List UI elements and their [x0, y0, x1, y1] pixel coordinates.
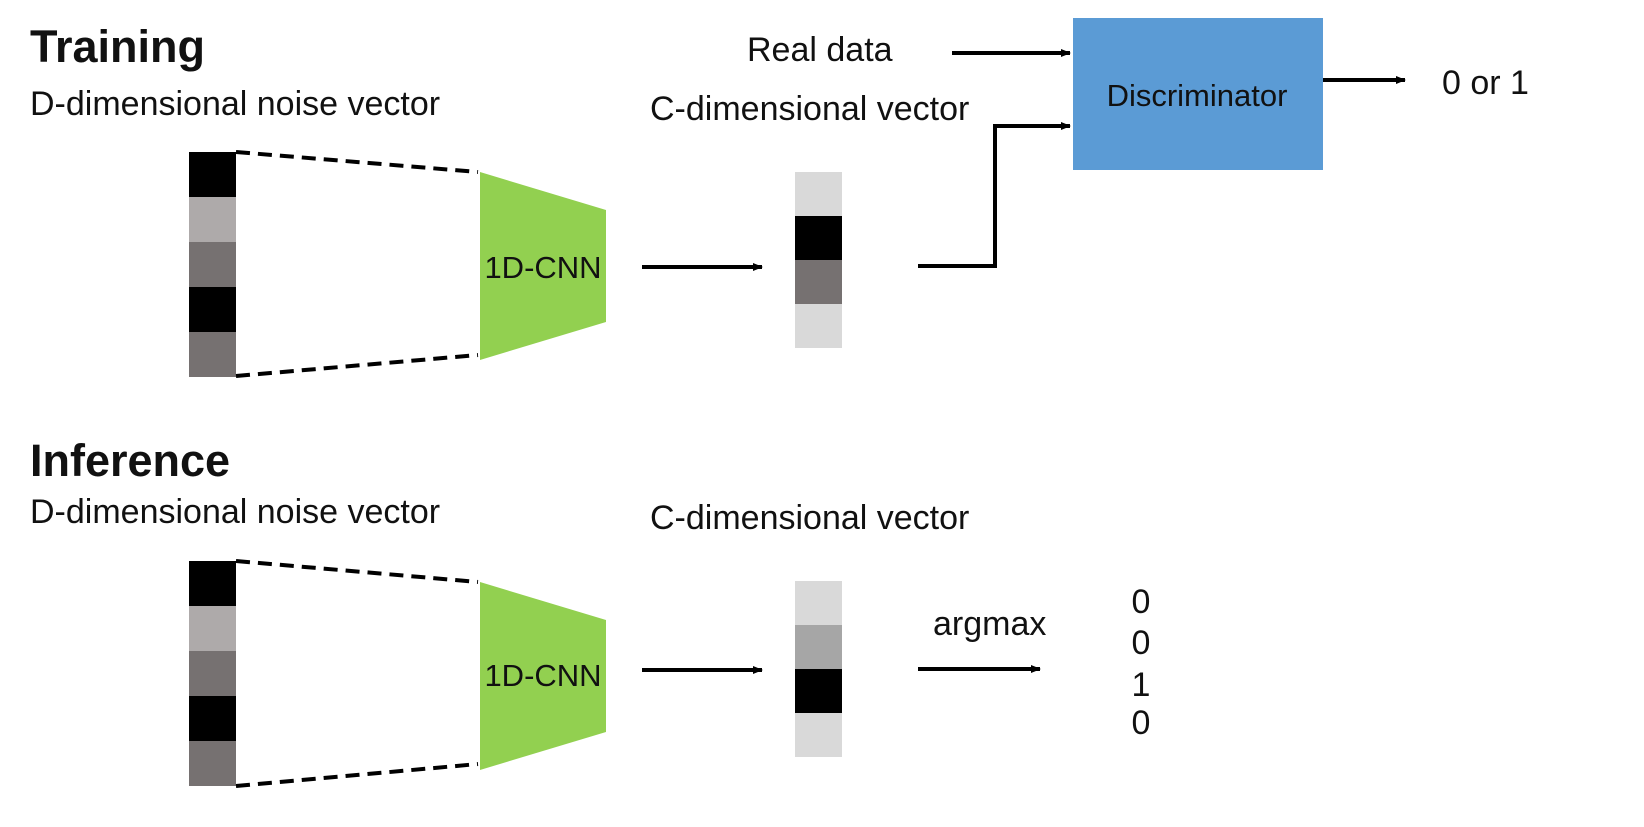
training-title: Training	[30, 21, 205, 72]
training-cnn-label: 1D-CNN	[484, 250, 601, 285]
real-data-label: Real data	[747, 31, 893, 69]
training-output-vector	[795, 172, 842, 348]
inference-noise-cell-4	[189, 741, 236, 786]
one-hot-value-1: 0	[1132, 624, 1151, 662]
inference-noise-cell-0	[189, 561, 236, 606]
training-output-cell-1	[795, 216, 842, 260]
inference-section: Inference D-dimensional noise vector 1D-…	[30, 435, 1151, 788]
training-output-cell-0	[795, 172, 842, 216]
training-cnn-block	[480, 172, 606, 360]
inference-output-label: C-dimensional vector	[650, 499, 969, 537]
inference-output-cell-2	[795, 669, 842, 713]
discriminator-label: Discriminator	[1107, 78, 1288, 113]
training-noise-vector	[189, 152, 236, 377]
inference-dashed-bottom	[235, 762, 479, 788]
inference-output-vector	[795, 581, 842, 757]
one-hot-value-0: 0	[1132, 583, 1151, 621]
inference-title: Inference	[30, 435, 230, 486]
training-dashed-bottom	[235, 353, 479, 378]
inference-noise-vector	[189, 561, 236, 786]
inference-output-cell-3	[795, 713, 842, 757]
training-noise-label: D-dimensional noise vector	[30, 85, 440, 123]
inference-output-cell-1	[795, 625, 842, 669]
discriminator-output-label: 0 or 1	[1442, 64, 1529, 102]
discriminator-block	[1073, 18, 1323, 170]
one-hot-value-3: 0	[1132, 704, 1151, 742]
training-noise-cell-3	[189, 287, 236, 332]
inference-output-cell-0	[795, 581, 842, 625]
argmax-label: argmax	[933, 605, 1046, 643]
inference-cnn-label: 1D-CNN	[484, 658, 601, 693]
training-noise-cell-4	[189, 332, 236, 377]
training-output-cell-3	[795, 304, 842, 348]
training-dashed-top	[235, 150, 479, 174]
training-output-cell-2	[795, 260, 842, 304]
inference-noise-cell-2	[189, 651, 236, 696]
one-hot-value-2: 1	[1132, 666, 1151, 704]
training-noise-cell-2	[189, 242, 236, 287]
inference-noise-label: D-dimensional noise vector	[30, 493, 440, 531]
training-output-to-discriminator-arrow	[918, 122, 1071, 268]
inference-noise-cell-3	[189, 696, 236, 741]
inference-noise-cell-1	[189, 606, 236, 651]
training-noise-cell-0	[189, 152, 236, 197]
inference-dashed-top	[235, 559, 479, 584]
training-noise-cell-1	[189, 197, 236, 242]
training-section: Training D-dimensional noise vector 1D-C…	[30, 18, 1529, 378]
inference-cnn-block	[480, 582, 606, 770]
training-output-label: C-dimensional vector	[650, 90, 969, 128]
